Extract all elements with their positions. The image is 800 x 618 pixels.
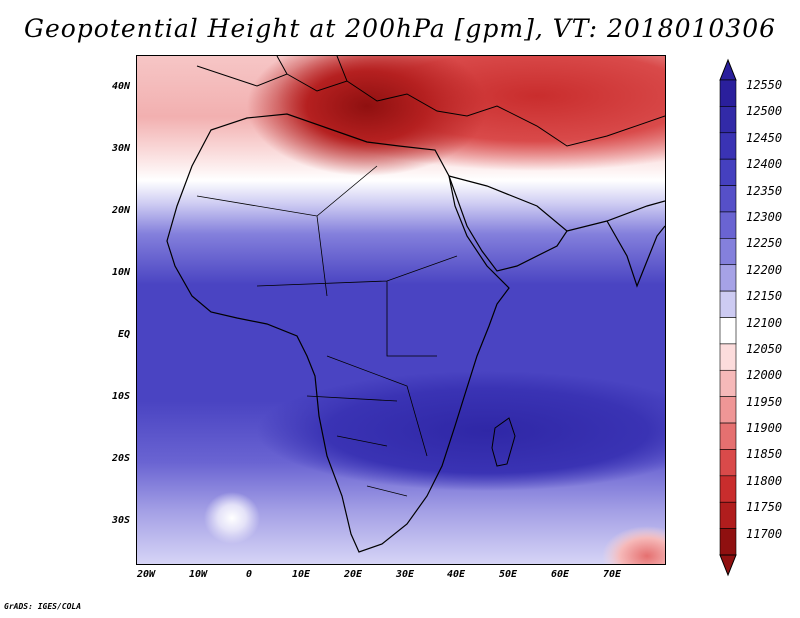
madagascar-coastline — [491, 417, 516, 467]
colorbar-box — [719, 132, 737, 160]
colorbar-label: 12200 — [746, 262, 783, 277]
lon-label-10w: 10W — [188, 569, 208, 580]
colorbar-box — [719, 290, 737, 318]
country-borders — [196, 165, 458, 497]
colorbar-label: 11950 — [746, 394, 783, 409]
lon-label-60e: 60E — [550, 569, 570, 580]
colorbar-box — [719, 475, 737, 503]
africa-coastline — [166, 113, 510, 553]
colorbar-label: 11750 — [746, 500, 783, 515]
lat-label-30n: 30N — [111, 143, 130, 154]
colorbar-box — [719, 422, 737, 450]
lat-label-10n: 10N — [111, 267, 130, 278]
lon-label-20w: 20W — [136, 569, 156, 580]
lon-label-50e: 50E — [498, 569, 518, 580]
colorbar-box — [719, 449, 737, 477]
plot-title: Geopotential Height at 200hPa [gpm], VT:… — [23, 14, 777, 43]
colorbar-label: 12400 — [746, 157, 783, 172]
colorbar-box — [719, 238, 737, 266]
colorbar-label: 12150 — [746, 289, 783, 304]
colorbar-box — [719, 158, 737, 186]
colorbar-box — [719, 79, 737, 107]
lat-label-10s: 10S — [111, 391, 130, 402]
arabia-coastline — [448, 175, 568, 272]
lon-label-10e: 10E — [291, 569, 311, 580]
lat-label-20n: 20N — [111, 205, 130, 216]
lat-label-40n: 40N — [111, 81, 130, 92]
colorbar-label: 12450 — [746, 130, 783, 145]
colorbar-label: 12250 — [746, 236, 783, 251]
colorbar-box — [719, 317, 737, 345]
lon-label-0: 0 — [245, 569, 253, 580]
colorbar-label: 11700 — [746, 526, 783, 541]
colorbar-box — [719, 106, 737, 134]
lat-label-20s: 20S — [111, 453, 130, 464]
map-panel — [136, 55, 666, 565]
colorbar-label: 12100 — [746, 315, 783, 330]
lon-label-70e: 70E — [602, 569, 622, 580]
colorbar-box — [719, 343, 737, 371]
colorbar-label: 12550 — [746, 78, 783, 92]
colorbar-box — [719, 211, 737, 239]
lon-label-30e: 30E — [395, 569, 415, 580]
colorbar-label: 12300 — [746, 209, 783, 224]
colorbar-box — [719, 396, 737, 424]
colorbar-label: 12000 — [746, 368, 783, 383]
colorbar-box — [719, 501, 737, 529]
lon-label-40e: 40E — [446, 569, 466, 580]
colorbar-label: 12050 — [746, 341, 783, 356]
geopotential-field-map — [137, 56, 665, 564]
colorbar-arrow-bottom — [719, 554, 737, 577]
colorbar — [719, 58, 737, 577]
colorbar-arrow-top — [719, 58, 737, 81]
colorbar-label: 12350 — [746, 183, 783, 198]
colorbar-label: 11900 — [746, 421, 783, 436]
asia-coastline — [566, 200, 665, 288]
colorbar-box — [719, 369, 737, 397]
colorbar-label: 11850 — [746, 447, 783, 462]
colorbar-box — [719, 264, 737, 292]
colorbar-label: 11800 — [746, 473, 783, 488]
grads-credit: GrADS: IGES/COLA — [4, 602, 82, 611]
colorbar-label: 12500 — [746, 104, 783, 119]
lat-label-30s: 30S — [111, 515, 130, 526]
europe-coastline — [196, 56, 665, 147]
lat-label-eq: EQ — [117, 329, 130, 340]
lon-label-20e: 20E — [343, 569, 363, 580]
colorbar-box — [719, 528, 737, 556]
colorbar-box — [719, 185, 737, 213]
